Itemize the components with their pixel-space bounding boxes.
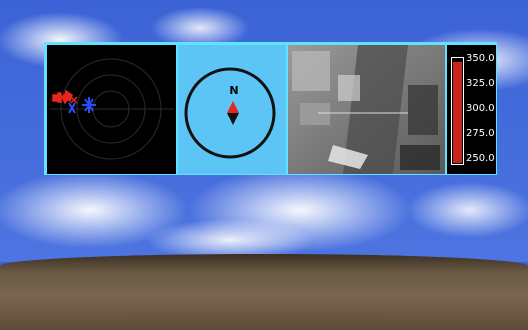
gauge-tick-label: 350.0 — [466, 53, 495, 64]
camera-feed-panel — [288, 45, 445, 174]
compass-needle-south — [227, 113, 239, 125]
terrain-ground — [0, 254, 528, 330]
radar-panel — [47, 45, 176, 174]
aerial-camera-image — [288, 45, 445, 174]
gauge-bar-frame — [451, 57, 464, 165]
gauge-tick-label: 275.0 — [466, 128, 495, 139]
radar-contacts-blue — [68, 97, 96, 114]
compass-north-label: N — [229, 84, 238, 97]
compass-needle-north — [227, 101, 239, 113]
gauge-tick-label: 300.0 — [466, 103, 495, 114]
compass-panel: N — [178, 45, 286, 174]
compass-ring — [184, 67, 276, 159]
hud-overlay: N — [44, 42, 497, 175]
radar-scope-icon — [49, 58, 174, 160]
gauge-tick-label: 250.0 — [466, 153, 495, 164]
gauge-tick-label: 325.0 — [466, 78, 495, 89]
value-gauge-panel: 350.0 325.0 300.0 275.0 250.0 — [447, 45, 496, 174]
radar-contacts-red — [52, 89, 78, 105]
gauge-bar-fill — [453, 62, 462, 163]
compass-icon: N — [184, 67, 276, 159]
